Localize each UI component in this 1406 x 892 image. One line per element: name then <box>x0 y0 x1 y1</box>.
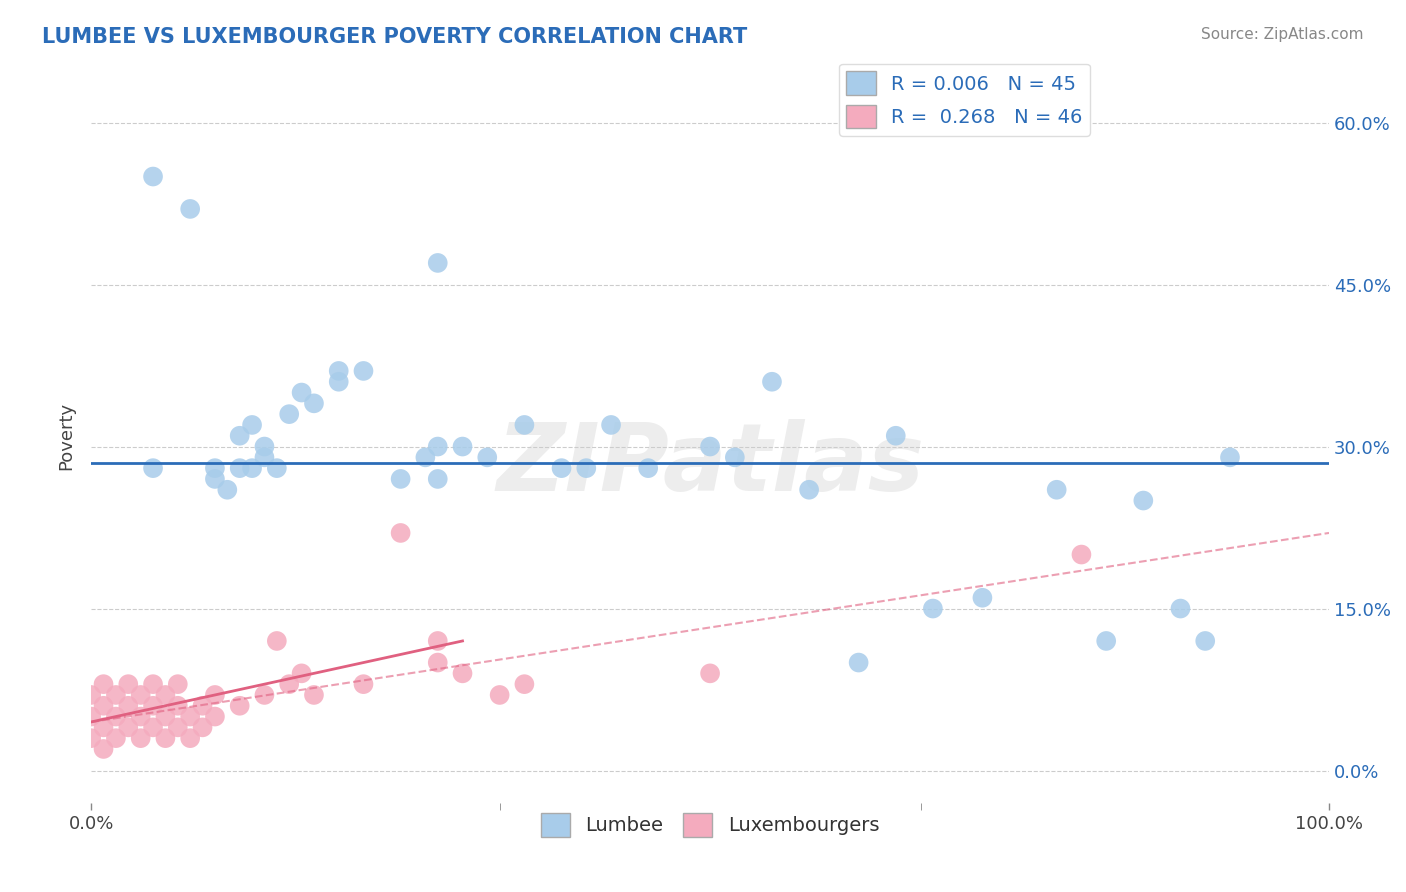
Point <box>266 634 288 648</box>
Point <box>166 698 188 713</box>
Point <box>166 677 188 691</box>
Point <box>104 688 127 702</box>
Point <box>217 483 239 497</box>
Point <box>426 440 449 454</box>
Point <box>228 698 250 713</box>
Point <box>328 364 350 378</box>
Point <box>253 450 276 465</box>
Point <box>142 169 165 184</box>
Point <box>117 698 139 713</box>
Point <box>513 417 536 432</box>
Point <box>179 202 201 216</box>
Point <box>204 472 226 486</box>
Point <box>142 677 165 691</box>
Point <box>129 688 152 702</box>
Point <box>328 375 350 389</box>
Point <box>415 450 437 465</box>
Point <box>266 461 288 475</box>
Point <box>353 677 375 691</box>
Point <box>191 720 214 734</box>
Point <box>155 709 177 723</box>
Point <box>80 731 103 746</box>
Point <box>142 720 165 734</box>
Point <box>389 525 412 540</box>
Y-axis label: Poverty: Poverty <box>58 401 75 470</box>
Point <box>142 461 165 475</box>
Point <box>302 396 325 410</box>
Point <box>155 688 177 702</box>
Point <box>575 461 598 475</box>
Point <box>1095 634 1118 648</box>
Point <box>204 709 226 723</box>
Point <box>253 440 276 454</box>
Point <box>291 385 314 400</box>
Point <box>80 688 103 702</box>
Point <box>93 742 115 756</box>
Point <box>240 417 263 432</box>
Legend: Lumbee, Luxembourgers: Lumbee, Luxembourgers <box>533 805 887 845</box>
Point <box>550 461 572 475</box>
Point <box>848 656 870 670</box>
Point <box>104 709 127 723</box>
Point <box>278 407 301 421</box>
Point <box>80 709 103 723</box>
Point <box>129 709 152 723</box>
Point <box>204 461 226 475</box>
Text: Source: ZipAtlas.com: Source: ZipAtlas.com <box>1201 27 1364 42</box>
Point <box>228 461 250 475</box>
Point <box>637 461 659 475</box>
Point <box>302 688 325 702</box>
Point <box>353 364 375 378</box>
Point <box>129 731 152 746</box>
Point <box>93 698 115 713</box>
Text: ZIPatlas: ZIPatlas <box>496 419 924 511</box>
Point <box>117 720 139 734</box>
Point <box>191 698 214 713</box>
Point <box>240 461 263 475</box>
Point <box>426 256 449 270</box>
Point <box>972 591 994 605</box>
Point <box>1170 601 1192 615</box>
Point <box>426 656 449 670</box>
Point <box>179 731 201 746</box>
Point <box>291 666 314 681</box>
Point <box>204 688 226 702</box>
Point <box>513 677 536 691</box>
Point <box>1070 548 1092 562</box>
Point <box>426 634 449 648</box>
Point <box>884 428 907 442</box>
Point <box>451 440 474 454</box>
Point <box>797 483 820 497</box>
Point <box>600 417 623 432</box>
Point <box>253 688 276 702</box>
Point <box>278 677 301 691</box>
Point <box>922 601 945 615</box>
Point <box>699 440 721 454</box>
Point <box>699 666 721 681</box>
Point <box>104 731 127 746</box>
Point <box>488 688 510 702</box>
Point <box>1046 483 1069 497</box>
Point <box>93 677 115 691</box>
Point <box>1219 450 1241 465</box>
Point <box>1132 493 1154 508</box>
Point <box>1194 634 1216 648</box>
Point <box>179 709 201 723</box>
Point <box>426 472 449 486</box>
Text: LUMBEE VS LUXEMBOURGER POVERTY CORRELATION CHART: LUMBEE VS LUXEMBOURGER POVERTY CORRELATI… <box>42 27 748 46</box>
Point <box>477 450 499 465</box>
Point <box>142 698 165 713</box>
Point <box>228 428 250 442</box>
Point <box>761 375 783 389</box>
Point <box>389 472 412 486</box>
Point <box>93 720 115 734</box>
Point <box>166 720 188 734</box>
Point <box>724 450 747 465</box>
Point <box>451 666 474 681</box>
Point <box>117 677 139 691</box>
Point <box>155 731 177 746</box>
